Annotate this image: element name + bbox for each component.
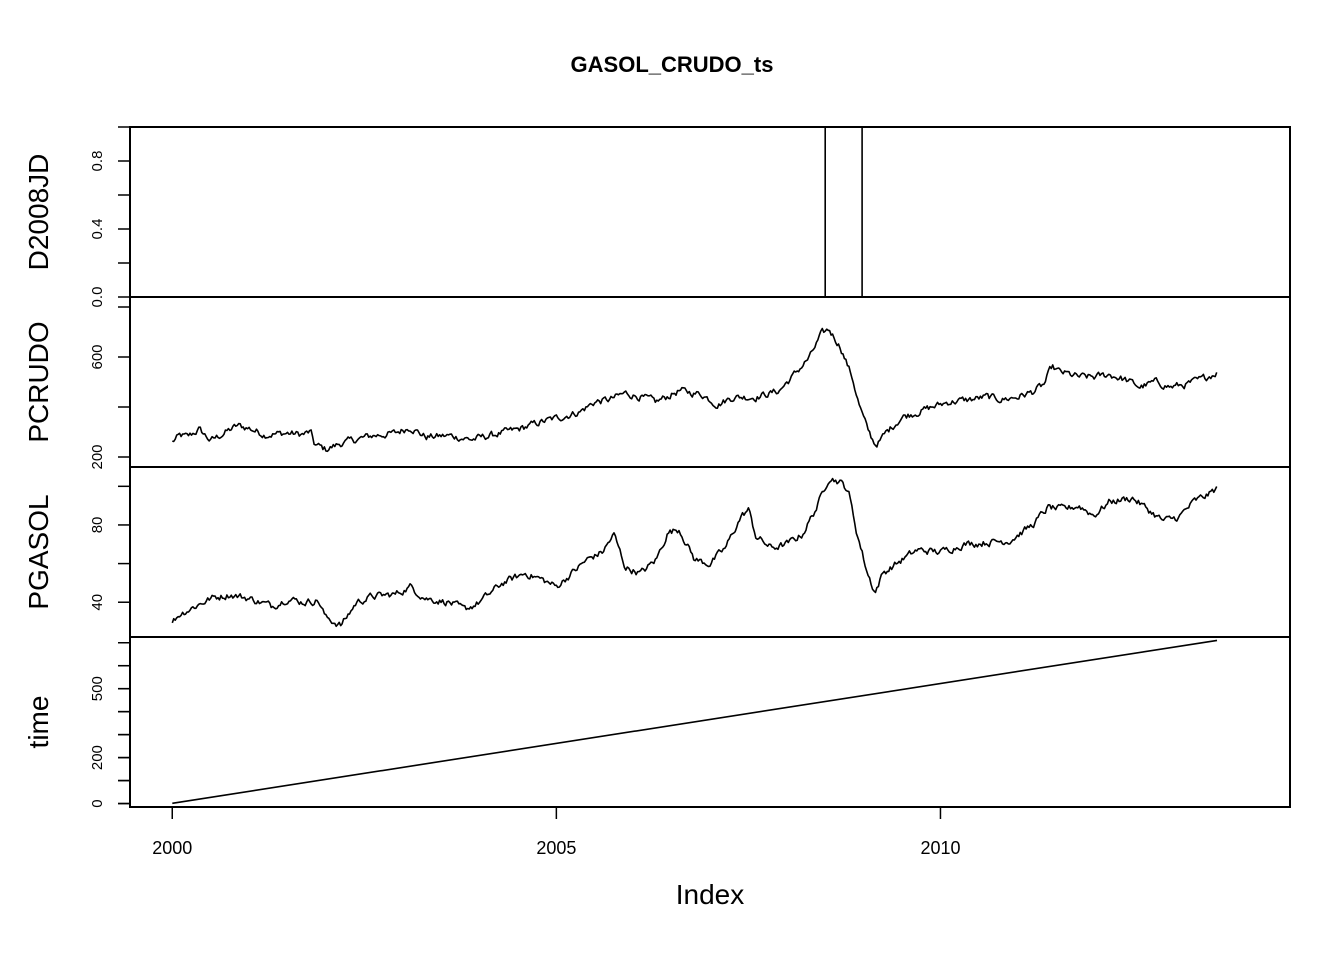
y-tick-label: 200	[89, 745, 106, 770]
panel-frame	[129, 296, 1291, 468]
x-axis: 2000 2005 2010	[152, 806, 960, 858]
x-tick-label: 2010	[920, 838, 960, 858]
y-tick-label: 200	[89, 444, 106, 469]
y-tick-label: 0.0	[89, 287, 106, 308]
series-label-pgasol: PGASOL	[23, 494, 54, 609]
panel-frame	[129, 466, 1291, 638]
y-tick-label: 600	[89, 344, 106, 369]
x-tick-label: 2005	[536, 838, 576, 858]
series-label-d2008jd: D2008JD	[23, 154, 54, 271]
panel-time: 0 200 500 time	[23, 636, 1291, 808]
panel-d2008jd: 0.0 0.4 0.8 D2008JD	[23, 126, 1291, 308]
panels-group: 0.0 0.4 0.8 D2008JD 200 600 PCRUDO 40 80 PGASOL 0 2…	[23, 126, 1291, 808]
panel-pgasol: 40 80 PGASOL	[23, 466, 1291, 638]
panel-pcrudo: 200 600 PCRUDO	[23, 296, 1291, 470]
series-line-time	[172, 639, 1218, 805]
y-tick-label: 0	[89, 799, 106, 807]
chart-title: GASOL_CRUDO_ts	[571, 52, 774, 77]
series-label-pcrudo: PCRUDO	[23, 321, 54, 442]
series-line-pgasol	[171, 477, 1218, 628]
y-tick-label: 0.4	[89, 219, 106, 240]
y-tick-label: 80	[89, 517, 106, 534]
series-line-pcrudo	[172, 327, 1218, 453]
panel-frame	[129, 126, 1291, 298]
x-tick-label: 2000	[152, 838, 192, 858]
series-label-time: time	[23, 696, 54, 749]
series-line-d2008jd	[172, 126, 1217, 298]
x-axis-label: Index	[676, 879, 745, 910]
y-tick-label: 0.8	[89, 151, 106, 172]
y-tick-label: 500	[89, 676, 106, 701]
y-tick-label: 40	[89, 594, 106, 611]
panel-frame	[129, 636, 1291, 808]
